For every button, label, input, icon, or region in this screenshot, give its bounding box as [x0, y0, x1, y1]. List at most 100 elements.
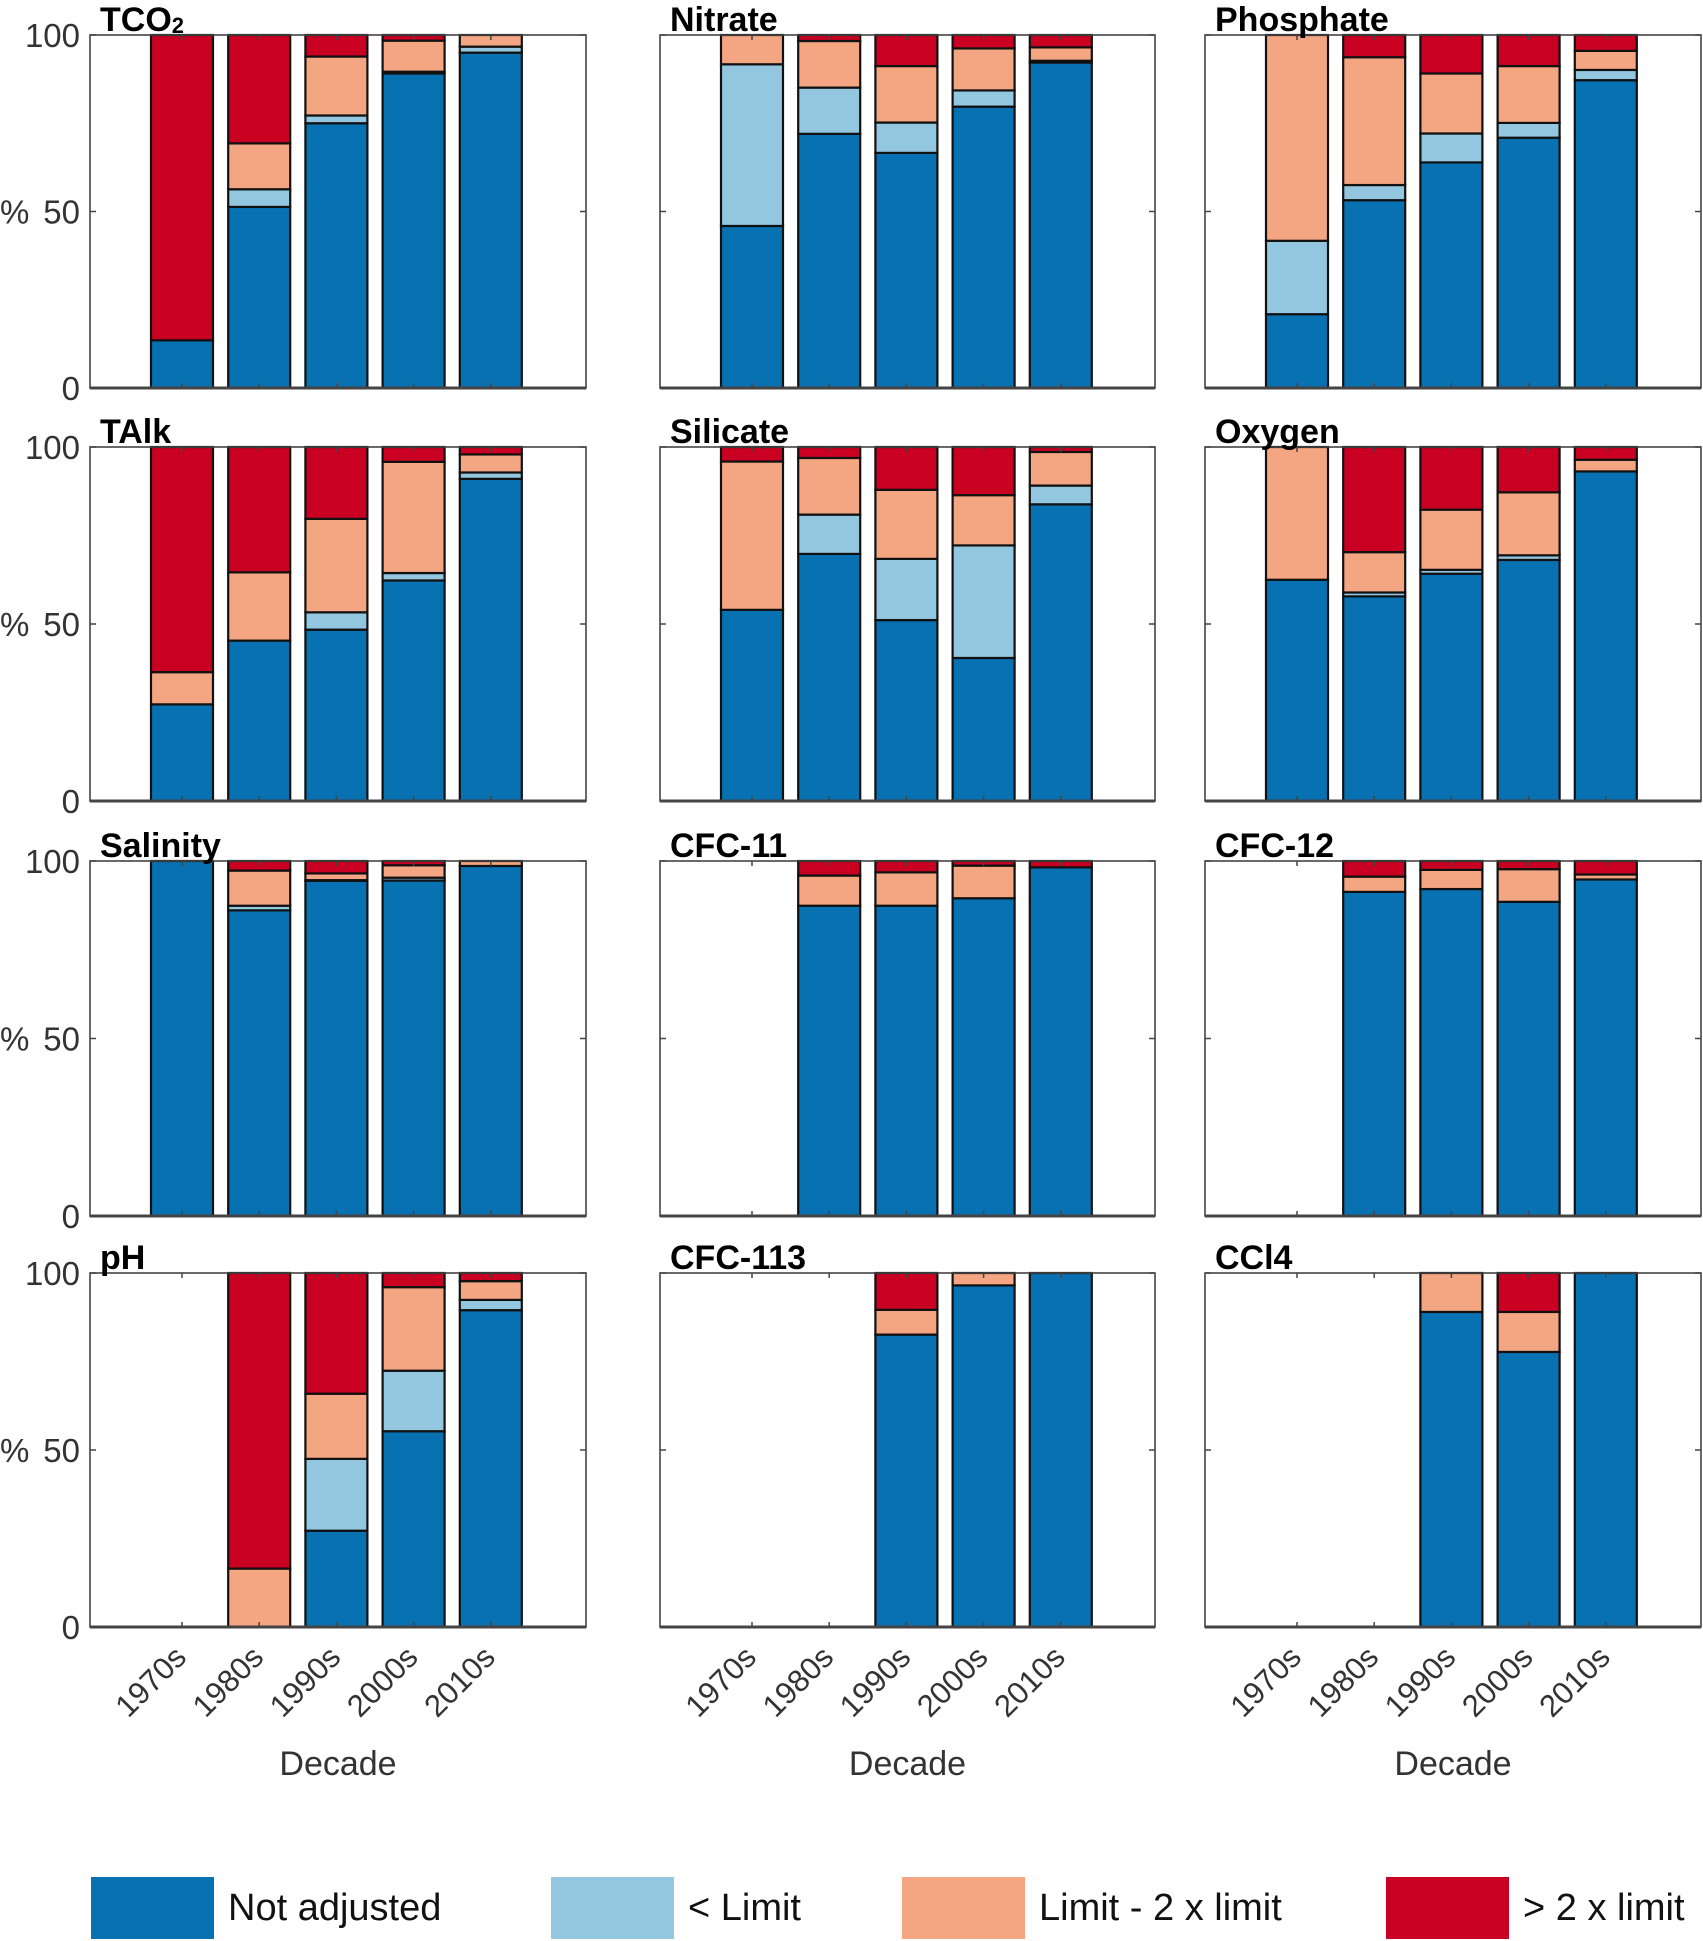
panel-talk: 0 50 100% TAlk [0, 413, 587, 820]
x-tick-label: 2000s [1455, 1639, 1539, 1723]
panel-silicate: Silicate [659, 413, 1156, 803]
legend-swatch-above-2x [1386, 1877, 1509, 1939]
bar-segment-below-limit-1990s [304, 114, 369, 125]
panel-cfc-12: CFC-12 [1204, 827, 1702, 1218]
bar-segment-below-limit-1980s [1342, 183, 1407, 202]
bar-segment-not-adjusted-1990s [304, 1529, 369, 1629]
x-tick-label: 1990s [833, 1639, 917, 1723]
bar-segment-below-limit-2010s [1028, 484, 1093, 506]
bar-segment-below-limit-1980s [797, 513, 862, 556]
bar-segment-limit-2x-1980s [227, 869, 292, 907]
panel-nitrate: Nitrate [659, 1, 1156, 390]
bar-segment-not-adjusted-2010s [1028, 61, 1093, 390]
legend-label-not-adjusted: Not adjusted [228, 1886, 442, 1929]
x-tick-label: 1970s [1223, 1639, 1307, 1723]
bar-segment-limit-2x-2010s [1573, 458, 1638, 473]
bar-segment-limit-2x-2010s [1028, 46, 1093, 62]
bar-segment-below-limit-2000s [381, 571, 446, 582]
bar-segment-limit-2x-1980s [797, 456, 862, 516]
bar-segment-below-limit-1990s [304, 1457, 369, 1532]
panel-phosphate: Phosphate [1204, 1, 1702, 390]
panel-title: Nitrate [670, 1, 778, 39]
y-axis-label: % [0, 606, 29, 643]
bar-segment-not-adjusted-2010s [458, 864, 523, 1218]
bar-segment-above-2x-2000s [951, 445, 1016, 497]
x-axis-label: Decade [279, 1745, 396, 1783]
bar-segment-not-adjusted-1980s [1342, 199, 1407, 390]
bar-segment-below-limit-2010s [1573, 68, 1638, 82]
y-tick-label: 50 [43, 194, 80, 231]
bar-segment-not-adjusted-2000s [381, 579, 446, 803]
bar-segment-limit-2x-1980s [797, 874, 862, 907]
x-tick-label: 1980s [1301, 1639, 1385, 1723]
bar-segment-not-adjusted-1990s [874, 1333, 939, 1629]
bar-segment-not-adjusted-1990s [304, 122, 369, 390]
legend-item-above-2x: > 2 x limit [1386, 1877, 1685, 1939]
bar-segment-below-limit-1990s [1419, 132, 1484, 164]
bar-segment-above-2x-2000s [1496, 445, 1561, 494]
x-tick-label: 1980s [756, 1639, 840, 1723]
bar-segment-limit-2x-1980s [1342, 551, 1407, 594]
panel-title: TCO2 [100, 1, 184, 39]
y-axis-label: % [0, 1021, 29, 1058]
bar-segment-not-adjusted-2000s [951, 897, 1016, 1218]
bar-segment-not-adjusted-1970s [1264, 578, 1330, 803]
y-tick-label: 50 [43, 1432, 80, 1469]
bar-segment-limit-2x-1990s [1419, 868, 1484, 891]
bar-segment-not-adjusted-1990s [1419, 887, 1484, 1218]
legend: Not adjusted < Limit Limit - 2 x limit >… [0, 1877, 1703, 1939]
x-tick-label: 2000s [340, 1639, 424, 1723]
bar-segment-below-limit-1980s [797, 86, 862, 135]
bar-segment-limit-2x-2000s [381, 864, 446, 879]
x-tick-label: 1990s [1378, 1639, 1462, 1723]
x-tick-label: 1980s [186, 1639, 270, 1723]
panel-title: CCl4 [1215, 1239, 1293, 1277]
panel-oxygen: Oxygen [1204, 413, 1702, 803]
bar-segment-limit-2x-1980s [797, 39, 862, 89]
bar-segment-not-adjusted-1970s [1264, 313, 1330, 390]
bar-segment-limit-2x-2000s [381, 1286, 446, 1372]
bar-segment-limit-2x-1990s [874, 1308, 939, 1336]
panel-title: CFC-12 [1215, 827, 1334, 865]
bar-segment-not-adjusted-2010s [458, 477, 523, 803]
legend-item-not-adjusted: Not adjusted [91, 1877, 441, 1939]
bar-segment-not-adjusted-2010s [1573, 878, 1638, 1218]
panel-title-subscript: 2 [172, 13, 184, 38]
bar-segment-limit-2x-2010s [458, 453, 523, 474]
bar-segment-below-limit-1990s [874, 121, 939, 155]
y-tick-label: 0 [62, 783, 80, 820]
bar-segment-not-adjusted-2010s [1573, 79, 1638, 390]
bar-segment-not-adjusted-1990s [874, 904, 939, 1218]
bar-segment-limit-2x-2000s [381, 39, 446, 73]
bar-segment-limit-2x-2000s [381, 460, 446, 575]
x-tick-label: 2010s [417, 1639, 501, 1723]
bar-segment-not-adjusted-1970s [719, 608, 785, 803]
bar-segment-not-adjusted-1970s [149, 703, 215, 803]
bar-segment-not-adjusted-1990s [1419, 572, 1484, 803]
legend-label-above-2x: > 2 x limit [1523, 1886, 1685, 1929]
x-tick-label: 2010s [987, 1639, 1071, 1723]
bar-segment-below-limit-2000s [951, 544, 1016, 660]
panel-title: pH [100, 1239, 145, 1277]
bar-segment-limit-2x-2010s [1028, 450, 1093, 487]
x-tick-label: 1970s [678, 1639, 762, 1723]
panel-title: Salinity [100, 827, 221, 865]
y-tick-label: 0 [62, 1198, 80, 1235]
bar-segment-limit-2x-1980s [227, 142, 292, 191]
bar-segment-above-2x-1990s [874, 33, 939, 68]
bar-segment-limit-2x-2000s [951, 494, 1016, 547]
bar-segment-below-limit-1990s [304, 611, 369, 631]
x-tick-label: 2000s [910, 1639, 994, 1723]
y-tick-label: 0 [62, 370, 80, 407]
bar-segment-not-adjusted-2010s [1028, 1271, 1093, 1629]
bar-segment-not-adjusted-2000s [381, 72, 446, 390]
bar-segment-below-limit-2000s [1496, 121, 1561, 139]
bar-segment-not-adjusted-1980s [227, 909, 292, 1218]
panel-title: TAlk [100, 413, 171, 451]
bar-segment-below-limit-1970s [1264, 239, 1330, 316]
bar-segment-limit-2x-1970s [149, 671, 215, 706]
bar-segment-limit-2x-1990s [1419, 508, 1484, 571]
bar-segment-below-limit-2000s [381, 1369, 446, 1433]
x-tick-label: 1970s [108, 1639, 192, 1723]
